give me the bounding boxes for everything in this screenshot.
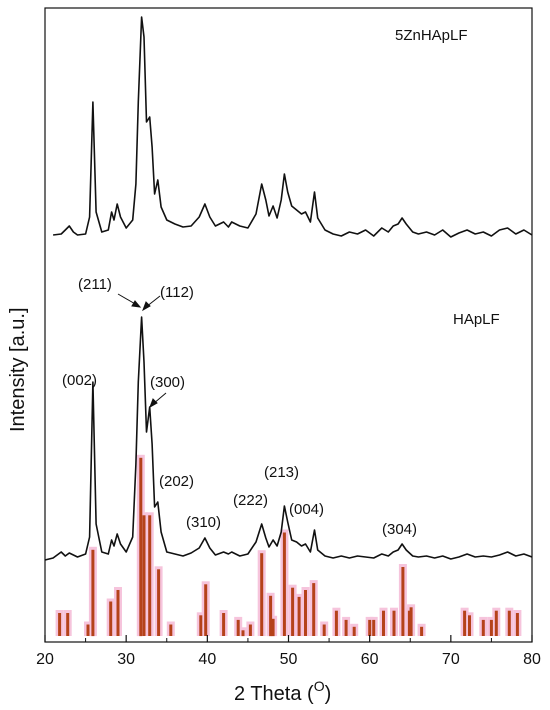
peak-label-310: (310): [186, 514, 221, 531]
reference-bar: [489, 619, 493, 636]
x-tick-label: 80: [523, 651, 541, 668]
plot-area: 20 30 40 50 60 70 80: [36, 7, 541, 668]
reference-bar: [352, 626, 356, 636]
reference-bar: [304, 590, 307, 636]
reference-bar: [322, 624, 326, 636]
reference-bar: [392, 610, 396, 636]
peak-label-004: (004): [289, 501, 324, 518]
arrow-211-head: [131, 300, 142, 308]
reference-bar: [468, 615, 471, 636]
reference-bar: [507, 610, 511, 636]
reference-bar: [494, 610, 498, 636]
x-tick-label: 50: [280, 651, 298, 668]
x-axis-ticks: 20 30 40 50 60 70 80: [36, 635, 541, 668]
reference-bar: [241, 630, 245, 637]
reference-bar: [407, 610, 411, 636]
peak-label-304: (304): [382, 521, 417, 538]
reference-bar: [169, 624, 173, 636]
label-haplf: HApLF: [453, 311, 500, 328]
reference-bar: [116, 590, 120, 636]
y-axis-label: Intensity [a.u.]: [7, 307, 29, 432]
peak-label-112: (112): [160, 284, 194, 301]
peak-label-213: (213): [264, 464, 299, 481]
reference-bar: [409, 607, 413, 636]
reference-bar: [269, 595, 273, 637]
x-axis-label: 2 Theta (O): [234, 678, 331, 705]
reference-bar: [463, 610, 467, 636]
reference-bar: [297, 596, 301, 636]
reference-bar: [236, 619, 240, 636]
reference-bar: [248, 624, 252, 636]
x-tick-label: 40: [198, 651, 216, 668]
reference-bar: [204, 584, 208, 636]
reference-bar: [515, 613, 519, 636]
reference-bar: [312, 583, 316, 636]
peak-label-202: (202): [159, 473, 194, 490]
reference-bar: [382, 610, 385, 636]
reference-bar: [368, 619, 372, 636]
reference-bar: [91, 549, 95, 637]
reference-bar: [66, 613, 70, 636]
x-tick-label: 60: [361, 651, 379, 668]
arrow-112-head: [142, 301, 151, 312]
reference-bar: [260, 553, 264, 636]
reference-bar: [109, 601, 113, 636]
reference-bar: [148, 515, 152, 636]
series-line-5znhaplf: [53, 16, 533, 238]
reference-bar: [157, 569, 161, 636]
reference-bar: [142, 515, 146, 636]
peak-label-211: (211): [78, 276, 112, 293]
reference-bar: [372, 619, 376, 636]
reference-bar: [222, 613, 226, 636]
peak-arrows: [117, 293, 167, 409]
reference-bar: [58, 613, 62, 636]
reference-bar: [401, 567, 405, 636]
reference-bar: [271, 618, 275, 637]
reference-bar: [481, 619, 485, 636]
peak-label-300: (300): [150, 374, 185, 391]
x-tick-label: 30: [117, 651, 135, 668]
reference-bar: [334, 610, 338, 636]
x-tick-label: 70: [442, 651, 460, 668]
peak-label-222: (222): [233, 492, 268, 509]
series-line-haplf: [44, 316, 533, 561]
x-tick-label: 20: [36, 651, 54, 668]
reference-shadow-bars: [55, 454, 522, 637]
arrow-300-head: [149, 398, 158, 409]
peak-label-002: (002): [62, 372, 97, 389]
reference-bar: [344, 619, 348, 636]
reference-bar: [139, 457, 143, 637]
reference-bar: [86, 624, 90, 636]
reference-bar: [282, 532, 286, 636]
reference-bars: [58, 457, 519, 637]
reference-bar: [199, 615, 203, 636]
label-5znhaplf: 5ZnHApLF: [395, 27, 468, 44]
reference-bar: [291, 587, 295, 636]
series-lines: [44, 16, 533, 561]
reference-bar: [420, 626, 424, 636]
